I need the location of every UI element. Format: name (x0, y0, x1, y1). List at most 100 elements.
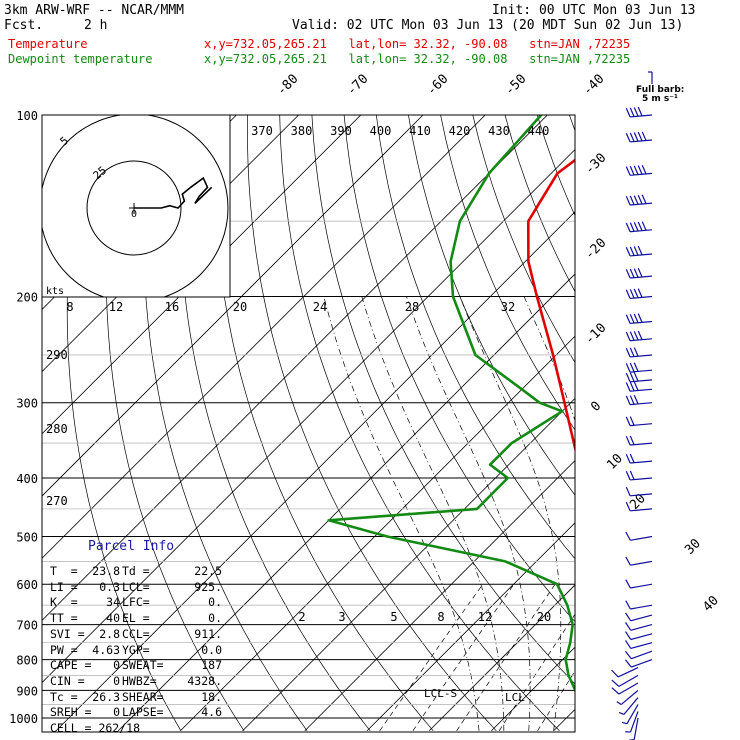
hodograph-ring (86, 160, 182, 256)
isotherm-label: -40 (580, 72, 607, 99)
isotherm (42, 149, 575, 684)
wind-barb-flag (637, 106, 643, 117)
wind-barb-shaft (630, 633, 653, 641)
wind-barb (611, 682, 639, 695)
parcel-key: SWEAT= (122, 658, 164, 673)
hodograph-kts-label: kts (46, 286, 64, 297)
sounding-lines (327, 115, 575, 694)
dry-adiabat (634, 115, 740, 731)
isotherm (42, 115, 548, 621)
wind-barb (625, 453, 653, 464)
parcel-key: EL = (122, 611, 150, 626)
wind-barb-shaft (630, 535, 653, 541)
forecast-label: Fcst. (4, 18, 44, 33)
wind-barb (625, 131, 653, 143)
mixing-ratio-label: 12 (478, 610, 492, 624)
lower-axis-label: 28 (405, 300, 419, 314)
plot-frame (41, 114, 576, 733)
wind-barb (624, 650, 653, 660)
wind-barb (624, 659, 653, 668)
wind-barb (625, 600, 653, 610)
parcel-value: 0.3 (99, 579, 120, 594)
parcel-key: CAPE = (50, 658, 92, 673)
isotherm (678, 115, 740, 731)
skewt-grid (42, 115, 740, 732)
isotherm (117, 273, 575, 732)
parcel-value: 23.8 (92, 564, 120, 578)
wind-barb (625, 711, 639, 733)
parcel-value: 18. (201, 689, 222, 704)
wind-barb (625, 579, 653, 589)
isotherm-label: -20 (582, 236, 609, 263)
wind-barb-flag (611, 679, 620, 687)
wind-barb-flag (633, 107, 639, 117)
isotherm (428, 584, 575, 732)
wind-barb-flag (625, 331, 631, 341)
temperature-legend: Temperature (8, 37, 88, 51)
parcel-value: 4328. (187, 673, 222, 688)
wind-barb-flag (629, 416, 635, 426)
wind-barb-shaft (626, 704, 639, 724)
dry-adiabat (213, 115, 434, 732)
parcel-value: 0. (208, 595, 222, 610)
wind-barb-flag (629, 268, 635, 278)
parcel-key: LFC= (122, 595, 150, 610)
wind-barb-flag (624, 650, 632, 660)
parcel-value: 2.8 (99, 626, 120, 641)
parcel-key: CIN = (50, 673, 85, 688)
isotherm-label: -10 (582, 321, 609, 348)
parcel-key: SHEAR= (122, 689, 164, 704)
wind-barb-flag (625, 501, 631, 512)
parcel-value: 40 (106, 611, 120, 626)
lcl-label: LCL (505, 691, 525, 704)
wind-barb-shaft (631, 659, 653, 668)
hodograph-body (42, 115, 229, 297)
dry-adiabat (66, 115, 182, 731)
wind-barb-flag (629, 435, 635, 445)
wind-barb-flag (625, 107, 631, 118)
isotherm (42, 115, 424, 497)
wind-barb (625, 245, 653, 257)
pressure-tick-label: 1000 (9, 712, 38, 726)
wind-barb-shaft (623, 697, 639, 715)
wind-barb-flag (625, 347, 631, 358)
wind-barb-flag (633, 362, 639, 372)
wind-barb-flag (637, 313, 643, 323)
wind-barb-flag (625, 556, 631, 566)
wind-barb (625, 640, 653, 649)
parcel-cell-motion: CELL = 262/18 (50, 721, 141, 735)
dry-adiabat (730, 115, 740, 731)
wind-barb-shaft (630, 604, 653, 610)
wind-barb (621, 704, 639, 725)
wind-barb-flag (611, 669, 619, 678)
isotherm-label: -80 (274, 72, 301, 99)
dry-adiabat (179, 115, 371, 732)
wind-barb-flag (633, 331, 639, 341)
isotherm (42, 115, 486, 559)
wind-barb (625, 288, 653, 300)
parcel-key: LAPSE= (122, 705, 164, 720)
forecast-hour: 2 h (84, 18, 108, 33)
dewpoint-location: x,y=732.05,265.21 lat,lon= 32.32, -90.08… (204, 52, 631, 66)
wind-barb (611, 674, 639, 687)
lower-axis-label: 16 (165, 300, 179, 314)
wind-barbs (611, 71, 653, 740)
parcel-key: Td = (122, 564, 150, 578)
wind-barb-flag (625, 470, 631, 481)
wind-barb-flag (625, 289, 631, 299)
wind-barb-flag (625, 166, 631, 176)
wind-barb-flag (625, 579, 631, 589)
full-barb-units: 5 m s⁻¹ (642, 94, 678, 104)
wind-barb-flag (641, 194, 647, 204)
moist-adiabat (653, 297, 740, 731)
parcel-value: 0 (113, 705, 120, 720)
mixing-ratio-line (412, 584, 515, 731)
isotherm (55, 211, 575, 732)
isotherm (304, 460, 575, 732)
wind-barb-flag (625, 612, 632, 622)
pressure-tick-label: 800 (16, 654, 38, 668)
wind-barb (625, 556, 653, 566)
wind-barb-flag (637, 131, 643, 142)
lower-axis-label: 32 (501, 300, 515, 314)
wind-barb-half (616, 701, 622, 706)
